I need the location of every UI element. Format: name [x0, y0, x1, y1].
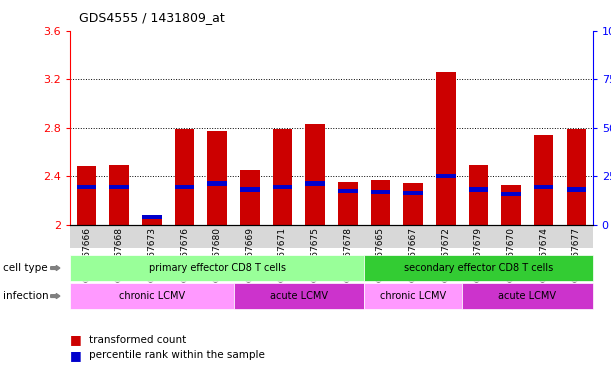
Text: chronic LCMV: chronic LCMV — [380, 291, 446, 301]
Bar — [306, 124, 325, 225]
Bar — [77, 185, 97, 189]
Bar — [436, 72, 456, 225]
Bar — [403, 184, 423, 225]
Bar — [534, 135, 554, 225]
Bar — [469, 165, 488, 225]
Text: secondary effector CD8 T cells: secondary effector CD8 T cells — [404, 263, 553, 273]
Bar — [534, 185, 554, 189]
Bar — [175, 129, 194, 225]
Text: chronic LCMV: chronic LCMV — [119, 291, 185, 301]
Bar — [436, 174, 456, 178]
Bar — [371, 180, 390, 225]
Text: ■: ■ — [70, 349, 82, 362]
Bar — [240, 187, 260, 192]
Bar — [501, 192, 521, 197]
Bar — [306, 181, 325, 185]
Bar — [109, 165, 129, 225]
Bar — [469, 187, 488, 192]
Bar — [338, 189, 357, 193]
Text: primary effector CD8 T cells: primary effector CD8 T cells — [148, 263, 286, 273]
Bar — [142, 215, 162, 220]
Bar — [175, 185, 194, 189]
Text: ■: ■ — [70, 333, 82, 346]
Bar — [207, 131, 227, 225]
Text: cell type: cell type — [3, 263, 48, 273]
Bar — [273, 129, 292, 225]
Bar — [207, 181, 227, 185]
Text: acute LCMV: acute LCMV — [499, 291, 557, 301]
Bar — [566, 187, 586, 192]
Bar — [566, 129, 586, 225]
Text: GDS4555 / 1431809_at: GDS4555 / 1431809_at — [79, 12, 225, 25]
Bar — [109, 185, 129, 189]
Bar — [142, 216, 162, 225]
Text: acute LCMV: acute LCMV — [270, 291, 328, 301]
Text: percentile rank within the sample: percentile rank within the sample — [89, 350, 265, 360]
Bar — [338, 182, 357, 225]
Bar — [403, 191, 423, 195]
Bar — [371, 190, 390, 194]
Bar — [501, 185, 521, 225]
Bar — [240, 170, 260, 225]
Bar — [77, 167, 97, 225]
Text: transformed count: transformed count — [89, 335, 186, 345]
Text: infection: infection — [3, 291, 49, 301]
Bar — [273, 185, 292, 189]
